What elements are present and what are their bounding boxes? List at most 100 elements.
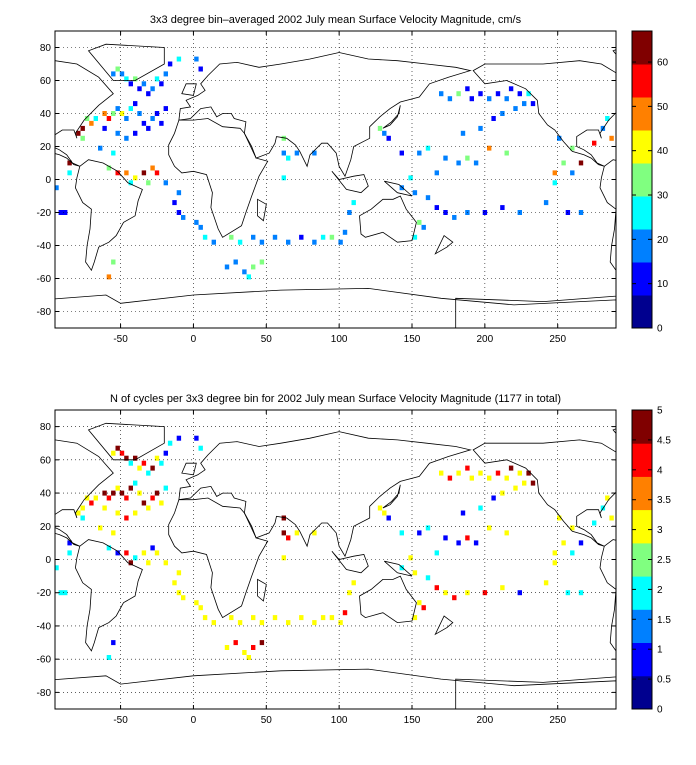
- data-cell: [259, 259, 265, 265]
- colorbar-segment: [632, 476, 652, 511]
- data-cell: [181, 595, 186, 601]
- colorbar-segment: [632, 64, 652, 98]
- data-cell: [478, 91, 483, 97]
- data-cell: [150, 116, 155, 121]
- data-cell: [447, 475, 453, 481]
- coastline: [472, 439, 616, 547]
- data-cell: [312, 239, 317, 245]
- data-cell: [146, 125, 151, 131]
- colorbar-tick-label: 4: [657, 465, 663, 476]
- data-cell: [119, 490, 125, 496]
- coastline: [382, 484, 401, 509]
- y-tick-label: -40: [37, 621, 52, 632]
- data-cell: [80, 515, 85, 521]
- data-cell: [133, 101, 138, 107]
- data-cell: [469, 96, 474, 102]
- data-cell: [128, 81, 133, 87]
- colorbar-tick-label: 2: [657, 585, 663, 596]
- x-tick-label: 150: [404, 715, 421, 726]
- x-tick-label: 100: [331, 334, 348, 345]
- data-cell: [124, 116, 129, 121]
- data-cell: [351, 580, 356, 586]
- data-cell: [281, 135, 286, 141]
- data-cell: [522, 101, 527, 107]
- data-cell: [592, 140, 597, 146]
- data-cell: [124, 550, 129, 556]
- data-cell: [299, 615, 304, 621]
- coastline: [257, 198, 267, 222]
- data-cell: [163, 180, 168, 186]
- data-cell: [133, 175, 138, 181]
- data-cell: [146, 470, 151, 476]
- colorbar-segment: [632, 609, 652, 643]
- data-cell: [578, 590, 584, 596]
- coastline: [612, 428, 616, 435]
- data-cell: [286, 155, 291, 161]
- data-cell: [443, 590, 448, 596]
- map-layer: [55, 422, 616, 709]
- data-cell: [399, 185, 404, 191]
- data-cell: [570, 525, 575, 531]
- data-cell: [106, 116, 112, 121]
- data-cell: [465, 535, 470, 541]
- colorbar-segment: [632, 410, 652, 444]
- x-tick-label: 250: [549, 334, 566, 345]
- colorbar-tick-label: 30: [657, 191, 669, 202]
- data-cell: [504, 150, 509, 156]
- data-cell: [500, 205, 505, 210]
- x-tick-label: 100: [331, 715, 348, 726]
- data-cell: [386, 135, 391, 141]
- data-cell: [176, 210, 182, 215]
- x-tick-label: 50: [261, 715, 273, 726]
- data-cell: [106, 545, 112, 551]
- data-cell: [115, 550, 120, 556]
- data-cell: [272, 615, 278, 621]
- coastline: [382, 105, 401, 129]
- data-cell: [124, 515, 129, 521]
- data-cell: [194, 600, 199, 606]
- colorbar-segment: [632, 229, 652, 263]
- data-cell: [246, 655, 251, 660]
- data-cell: [259, 620, 265, 626]
- colorbar-segment: [632, 196, 652, 230]
- data-cell: [522, 480, 527, 486]
- data-cell: [133, 480, 138, 486]
- data-cell: [412, 190, 418, 196]
- colorbar-tick-label: 2.5: [657, 555, 671, 566]
- data-cell: [224, 264, 230, 270]
- data-cell: [141, 500, 147, 506]
- data-cell: [159, 460, 164, 466]
- data-cell: [93, 495, 98, 501]
- data-cell: [111, 640, 116, 646]
- coastline: [181, 462, 197, 476]
- data-cell: [408, 175, 413, 181]
- data-cell: [377, 125, 383, 131]
- data-cell: [119, 450, 125, 456]
- data-cell: [443, 535, 448, 541]
- data-cell: [102, 125, 107, 131]
- data-cell: [111, 259, 116, 265]
- y-tick-label: 20: [40, 522, 52, 533]
- y-tick-label: 60: [40, 455, 52, 466]
- data-cell: [115, 170, 120, 176]
- data-cell: [198, 66, 203, 72]
- colorbar-segment: [632, 509, 652, 544]
- coastline: [599, 539, 616, 652]
- x-tick-label: 0: [191, 715, 197, 726]
- colorbar-segment: [632, 642, 652, 677]
- data-cell: [150, 86, 155, 92]
- data-cell: [141, 81, 147, 87]
- data-cell: [443, 210, 448, 215]
- data-cell: [128, 485, 133, 491]
- data-cell: [286, 535, 291, 541]
- coastline: [55, 668, 616, 709]
- coastline: [74, 539, 143, 652]
- data-cell: [605, 116, 610, 121]
- data-cell: [251, 645, 256, 650]
- colorbar-segment: [632, 576, 652, 610]
- data-cell: [150, 495, 155, 501]
- data-cell: [465, 465, 470, 471]
- data-cell: [412, 570, 418, 576]
- data-cell: [460, 510, 466, 516]
